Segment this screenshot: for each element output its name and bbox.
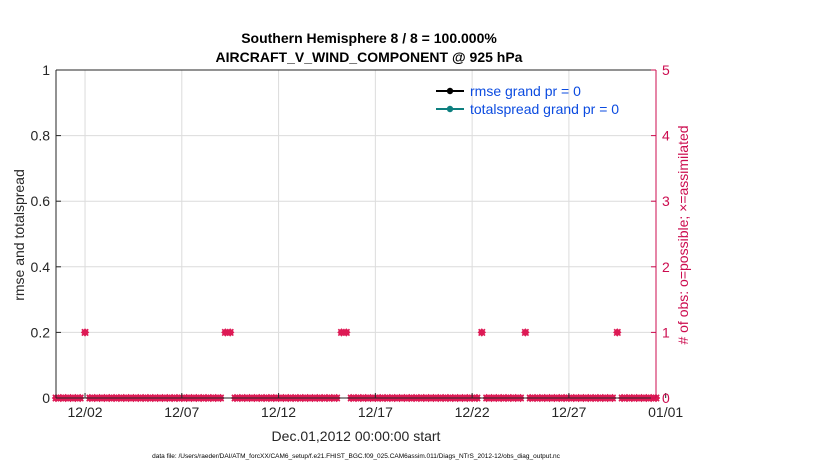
grid-lines xyxy=(56,70,656,398)
y-left-tick-label: 0 xyxy=(42,390,50,406)
y-left-tick-label: 0.2 xyxy=(31,324,51,340)
y-right-tick-label: 0 xyxy=(662,390,670,406)
x-tick-label: 12/07 xyxy=(164,404,199,420)
y-axis-label-right: # of obs: o=possible; ×=assimilated xyxy=(675,125,691,344)
footer-file-path: data file: /Users/raeder/DAI/ATM_forcXX/… xyxy=(152,453,561,460)
y-right-tick-label: 4 xyxy=(662,128,670,144)
obs-assimilated-marker xyxy=(81,328,89,337)
legend-spread-marker xyxy=(446,105,454,113)
y-left-tick-label: 0.4 xyxy=(31,259,51,275)
obs-assimilated-marker xyxy=(342,328,351,337)
y-right-tick-label: 1 xyxy=(662,324,670,340)
obs-assimilated-marker xyxy=(478,328,486,337)
y-left-tick-label: 1 xyxy=(42,62,50,78)
y-left-tick-label: 0.8 xyxy=(31,128,51,144)
legend: rmse grand pr = 0 totalspread grand pr =… xyxy=(436,83,619,117)
x-tick-label: 12/27 xyxy=(551,404,586,420)
obs-assimilated-marker xyxy=(521,328,530,337)
x-tick-label: 12/12 xyxy=(261,404,296,420)
obs-assimilated-marker xyxy=(226,328,234,337)
y-axis-label-left: rmse and totalspread xyxy=(11,169,27,301)
y-right-tick-label: 2 xyxy=(662,259,670,275)
x-tick-label: 12/02 xyxy=(68,404,103,420)
legend-rmse-marker xyxy=(446,87,454,95)
y-right-tick-label: 5 xyxy=(662,62,670,78)
legend-spread-label: totalspread grand pr = 0 xyxy=(470,101,619,117)
x-tick-label: 12/22 xyxy=(455,404,490,420)
obs-assimilated-marker xyxy=(613,328,622,337)
axes: 12/02 12/07 12/12 12/17 12/22 12/27 01/0100.20… xyxy=(31,62,684,420)
y-right-tick-label: 3 xyxy=(662,193,670,209)
chart-subtitle: AIRCRAFT_V_WIND_COMPONENT @ 925 hPa xyxy=(216,49,523,65)
x-tick-label: 01/01 xyxy=(648,404,683,420)
x-axis-label: Dec.01,2012 00:00:00 start xyxy=(272,428,441,444)
legend-rmse-label: rmse grand pr = 0 xyxy=(470,83,581,99)
chart-title: Southern Hemisphere 8 / 8 = 100.000% xyxy=(241,30,497,46)
y-left-tick-label: 0.6 xyxy=(31,193,51,209)
x-tick-label: 12/17 xyxy=(358,404,393,420)
